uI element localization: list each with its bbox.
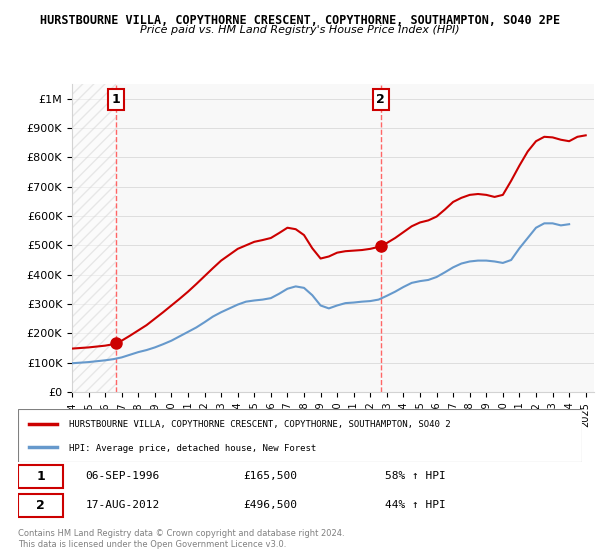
Text: Contains HM Land Registry data © Crown copyright and database right 2024.
This d: Contains HM Land Registry data © Crown c… xyxy=(18,529,344,549)
FancyBboxPatch shape xyxy=(18,465,63,488)
Text: £496,500: £496,500 xyxy=(244,501,298,511)
Text: 58% ↑ HPI: 58% ↑ HPI xyxy=(385,472,445,482)
Text: HPI: Average price, detached house, New Forest: HPI: Average price, detached house, New … xyxy=(69,444,316,452)
Text: HURSTBOURNE VILLA, COPYTHORNE CRESCENT, COPYTHORNE, SOUTHAMPTON, SO40 2PE: HURSTBOURNE VILLA, COPYTHORNE CRESCENT, … xyxy=(40,14,560,27)
Text: £165,500: £165,500 xyxy=(244,472,298,482)
FancyBboxPatch shape xyxy=(18,493,63,517)
Text: 06-SEP-1996: 06-SEP-1996 xyxy=(86,472,160,482)
Text: HURSTBOURNE VILLA, COPYTHORNE CRESCENT, COPYTHORNE, SOUTHAMPTON, SO40 2: HURSTBOURNE VILLA, COPYTHORNE CRESCENT, … xyxy=(69,420,451,430)
Text: 17-AUG-2012: 17-AUG-2012 xyxy=(86,501,160,511)
FancyBboxPatch shape xyxy=(18,409,582,462)
Text: 1: 1 xyxy=(112,93,121,106)
Text: 2: 2 xyxy=(376,93,385,106)
Text: 44% ↑ HPI: 44% ↑ HPI xyxy=(385,501,445,511)
Text: 2: 2 xyxy=(36,499,45,512)
Text: Price paid vs. HM Land Registry's House Price Index (HPI): Price paid vs. HM Land Registry's House … xyxy=(140,25,460,35)
Text: 1: 1 xyxy=(36,470,45,483)
